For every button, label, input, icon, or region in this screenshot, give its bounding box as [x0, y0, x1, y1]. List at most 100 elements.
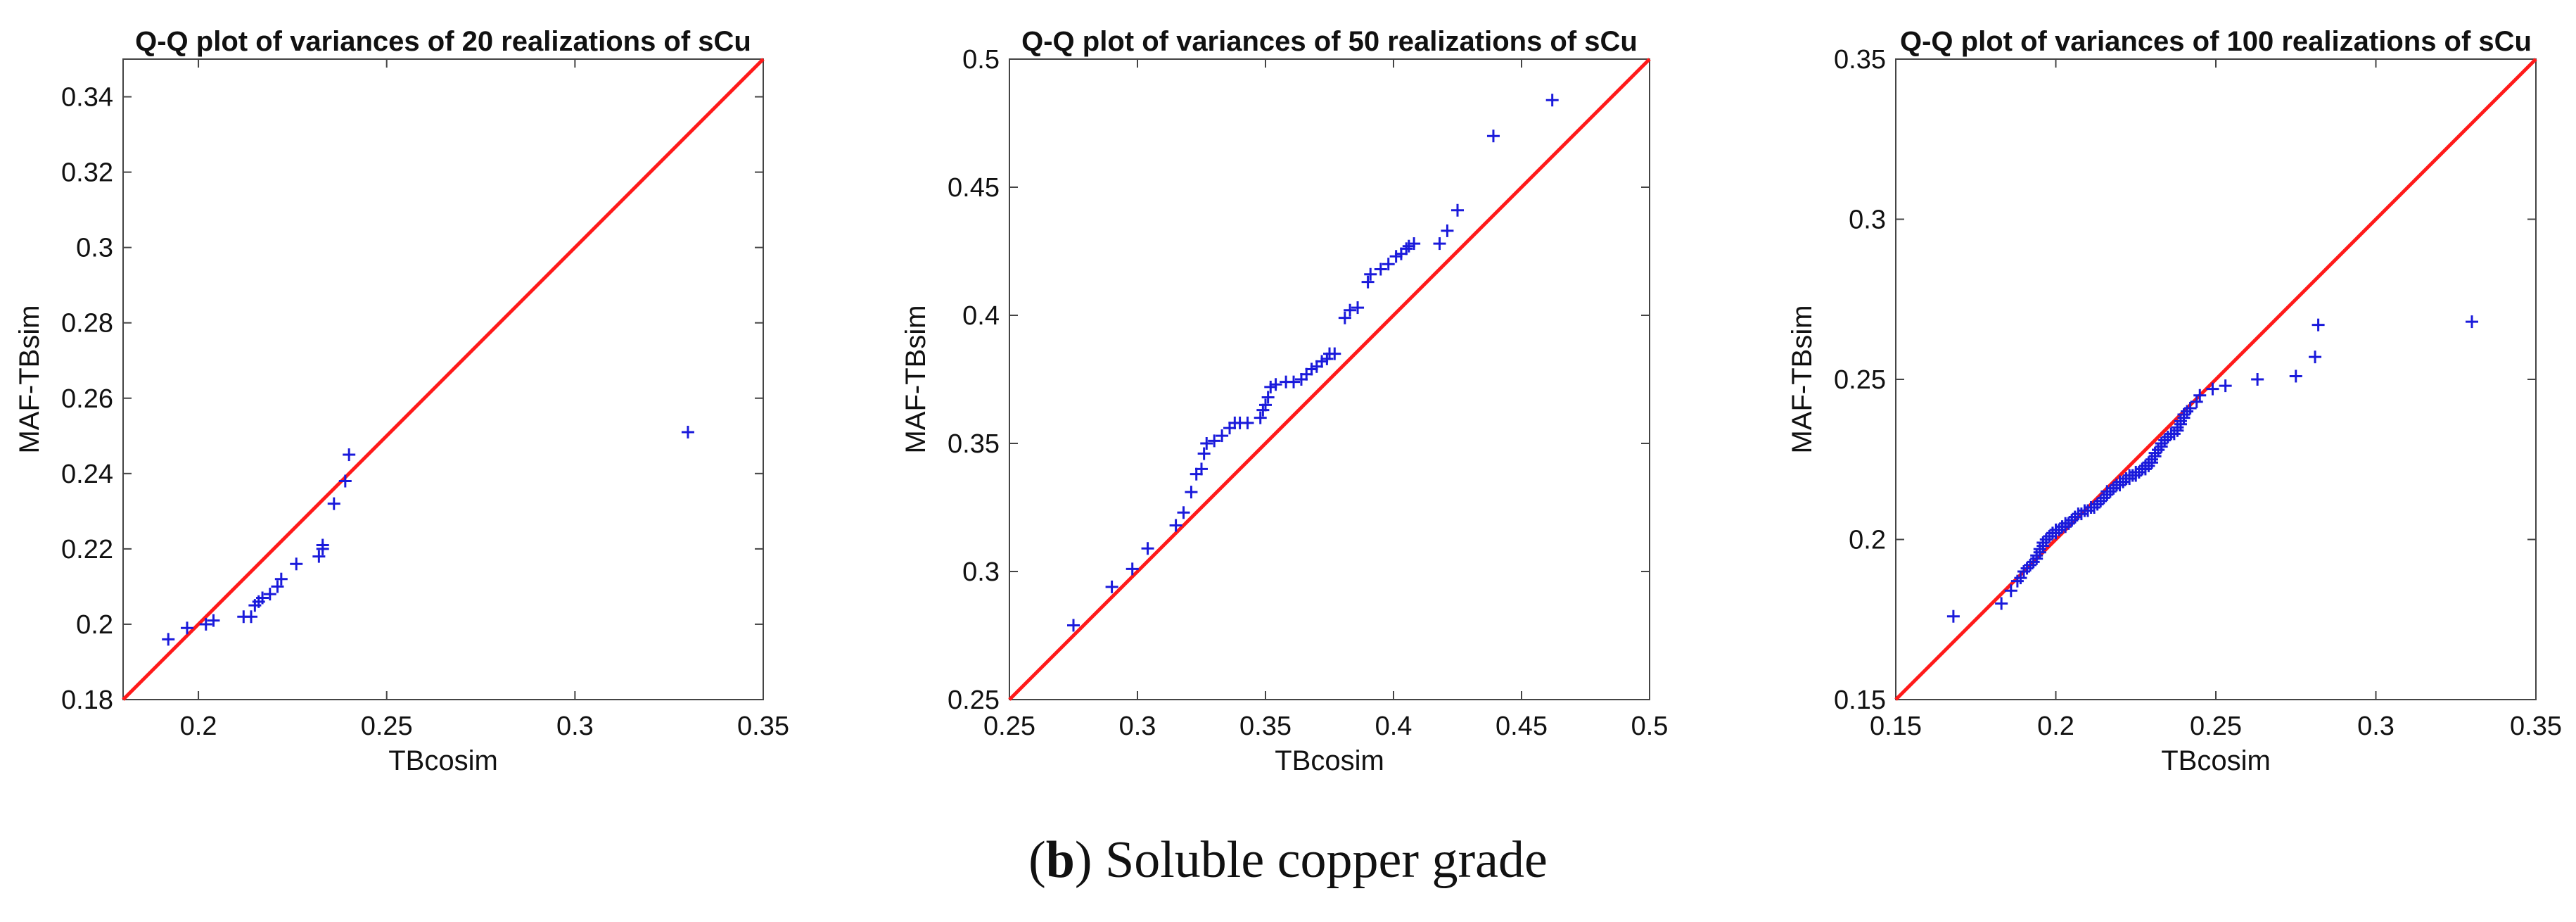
x-tick-label: 0.25 — [361, 712, 413, 741]
data-point — [343, 448, 356, 462]
qq-plot-2: 0.25 0.3 0.35 0.4 0.45 0.5 0.25 0.3 0.35 0.4 0.45 0… — [900, 26, 1668, 776]
caption-label: b — [1045, 831, 1075, 889]
caption-text: Soluble copper grade — [1092, 831, 1548, 889]
y-tick-label: 0.22 — [61, 535, 113, 564]
data-point — [1344, 303, 1357, 317]
x-tick-label: 0.45 — [1496, 712, 1548, 741]
data-point — [1374, 263, 1387, 276]
data-point — [274, 572, 288, 586]
data-point — [338, 474, 352, 488]
data-point — [1254, 411, 1267, 424]
y-tick-label: 0.3 — [962, 557, 1000, 587]
data-point — [2030, 549, 2043, 562]
reference-line — [1894, 58, 2537, 701]
y-tick-label: 0.26 — [61, 384, 113, 414]
data-point — [1197, 447, 1211, 460]
data-point — [2010, 574, 2024, 588]
data-point — [1433, 237, 1446, 251]
data-point — [2065, 514, 2079, 527]
y-tick-label: 0.32 — [61, 158, 113, 188]
data-point — [2152, 443, 2165, 457]
data-point — [2145, 453, 2158, 466]
x-tick-label: 0.3 — [1119, 712, 1156, 741]
data-point — [2193, 389, 2207, 402]
data-point — [199, 617, 212, 631]
data-point — [1185, 486, 1198, 499]
axes-frame — [1009, 58, 1650, 700]
data-point — [2181, 405, 2194, 418]
x-axis-label: TBcosim — [1275, 745, 1384, 776]
qq-plot-3: 0.15 0.2 0.25 0.3 0.35 0.15 0.2 0.25 0.3 0.35 Q-Q … — [1787, 26, 2562, 776]
y-tick-label: 0.5 — [962, 45, 1000, 75]
data-point — [1364, 267, 1377, 281]
data-point — [1169, 519, 1182, 532]
data-point — [263, 588, 276, 601]
axes-frame — [122, 58, 764, 700]
data-point — [2068, 510, 2081, 524]
data-point — [1200, 437, 1213, 450]
x-tick-label: 0.2 — [180, 712, 217, 741]
data-point — [245, 610, 257, 624]
data-point — [316, 538, 329, 552]
x-tick-label: 0.35 — [737, 712, 789, 741]
x-tick-label: 0.25 — [983, 712, 1035, 741]
data-point — [1400, 242, 1413, 255]
chart-title: Q-Q plot of variances of 50 realizations… — [1021, 26, 1638, 57]
data-point — [327, 497, 340, 510]
reference-line — [1008, 58, 1651, 701]
data-point — [1361, 275, 1375, 289]
data-point — [2309, 351, 2322, 364]
x-axis-label: TBcosim — [388, 745, 498, 776]
data-point — [1269, 378, 1282, 391]
figure-caption: (b) Soluble copper grade — [1028, 831, 1548, 889]
chart-title: Q-Q plot of variances of 100 realization… — [1900, 26, 2532, 57]
y-tick-label: 0.18 — [61, 686, 113, 715]
data-point — [2014, 571, 2027, 585]
data-point — [312, 550, 326, 563]
data-point — [2004, 584, 2017, 598]
x-tick-label: 0.25 — [2190, 712, 2242, 741]
data-point — [1177, 506, 1190, 519]
data-point — [2206, 382, 2219, 396]
y-tick-label: 0.2 — [76, 610, 113, 640]
data-point — [1216, 429, 1229, 443]
data-point — [1141, 542, 1154, 555]
y-tick-label: 0.35 — [948, 429, 1000, 459]
data-point — [1126, 562, 1139, 576]
x-tick-label: 0.35 — [1239, 712, 1292, 741]
data-point — [1259, 398, 1272, 412]
x-tick-label: 0.2 — [2037, 712, 2074, 741]
data-point — [2177, 408, 2191, 422]
data-point — [2312, 318, 2325, 331]
y-tick-label: 0.15 — [1834, 686, 1886, 715]
data-point — [2132, 465, 2145, 479]
y-tick-label: 0.3 — [1849, 206, 1886, 235]
y-tick-label: 0.3 — [76, 234, 113, 263]
x-tick-label: 0.15 — [1870, 712, 1922, 741]
data-point — [2251, 373, 2264, 386]
reference-line — [122, 58, 765, 701]
y-tick-label: 0.45 — [948, 173, 1000, 203]
x-tick-label: 0.5 — [1631, 712, 1669, 741]
data-point — [271, 580, 284, 593]
x-tick-label: 0.35 — [2510, 712, 2562, 741]
data-point — [1105, 580, 1118, 593]
data-point — [1287, 375, 1301, 389]
data-point — [207, 614, 220, 627]
y-tick-label: 0.28 — [61, 309, 113, 339]
data-point — [290, 557, 303, 571]
data-point — [681, 425, 694, 438]
data-point — [1995, 597, 2008, 610]
x-tick-label: 0.4 — [1375, 712, 1413, 741]
chart-title: Q-Q plot of variances of 20 realizations… — [135, 26, 751, 57]
qq-plot-1: 0.2 0.25 0.3 0.35 0.18 0.2 0.22 0.24 0.26 0.28 0.3… — [14, 26, 789, 776]
y-tick-label: 0.24 — [61, 460, 113, 489]
data-point — [1067, 619, 1080, 632]
data-point — [2148, 446, 2162, 460]
data-point — [181, 621, 193, 635]
data-point — [1261, 391, 1275, 404]
x-tick-label: 0.3 — [556, 712, 594, 741]
data-point — [2081, 504, 2094, 517]
data-point — [1441, 224, 1454, 237]
